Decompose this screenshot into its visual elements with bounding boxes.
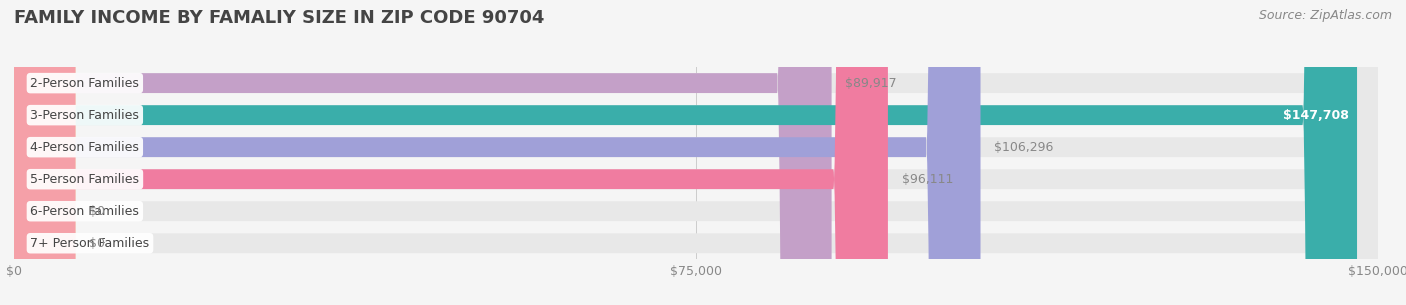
Text: FAMILY INCOME BY FAMALIY SIZE IN ZIP CODE 90704: FAMILY INCOME BY FAMALIY SIZE IN ZIP COD…: [14, 9, 544, 27]
Text: 7+ Person Families: 7+ Person Families: [31, 237, 149, 250]
FancyBboxPatch shape: [14, 0, 76, 305]
FancyBboxPatch shape: [14, 0, 1378, 305]
FancyBboxPatch shape: [14, 0, 1378, 305]
Text: 6-Person Families: 6-Person Families: [31, 205, 139, 218]
Text: $106,296: $106,296: [994, 141, 1053, 154]
Text: 5-Person Families: 5-Person Families: [31, 173, 139, 186]
Text: 4-Person Families: 4-Person Families: [31, 141, 139, 154]
Text: $0: $0: [89, 237, 105, 250]
Text: 2-Person Families: 2-Person Families: [31, 77, 139, 90]
FancyBboxPatch shape: [14, 0, 1378, 305]
Text: $0: $0: [89, 205, 105, 218]
FancyBboxPatch shape: [14, 0, 1378, 305]
Text: $147,708: $147,708: [1284, 109, 1348, 122]
Text: $89,917: $89,917: [845, 77, 897, 90]
Text: $96,111: $96,111: [901, 173, 953, 186]
FancyBboxPatch shape: [14, 0, 76, 305]
Text: 3-Person Families: 3-Person Families: [31, 109, 139, 122]
Text: Source: ZipAtlas.com: Source: ZipAtlas.com: [1258, 9, 1392, 22]
FancyBboxPatch shape: [14, 0, 1378, 305]
FancyBboxPatch shape: [14, 0, 1357, 305]
FancyBboxPatch shape: [14, 0, 889, 305]
FancyBboxPatch shape: [14, 0, 1378, 305]
FancyBboxPatch shape: [14, 0, 831, 305]
FancyBboxPatch shape: [14, 0, 980, 305]
